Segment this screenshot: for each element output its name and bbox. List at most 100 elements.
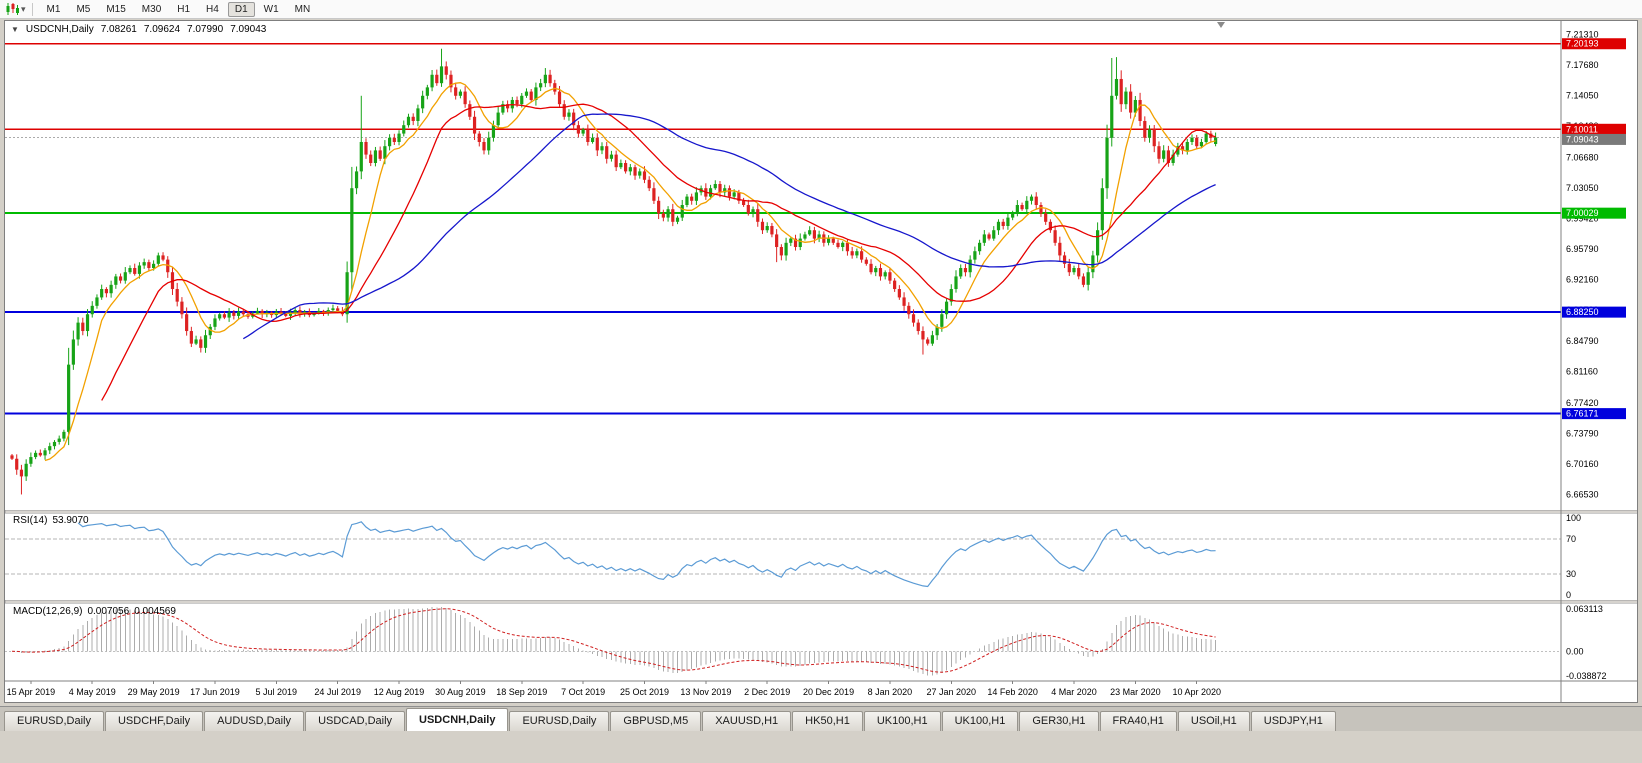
current-price-box bbox=[1562, 133, 1626, 145]
macd-value: 0.007056 bbox=[87, 606, 130, 617]
svg-text:6.77420: 6.77420 bbox=[1566, 398, 1599, 408]
svg-text:7.03050: 7.03050 bbox=[1566, 183, 1599, 193]
svg-text:29 May 2019: 29 May 2019 bbox=[128, 687, 180, 697]
chart-tab-audusd-daily[interactable]: AUDUSD,Daily bbox=[204, 711, 305, 731]
chart-tab-uk100-h1[interactable]: UK100,H1 bbox=[941, 711, 1019, 731]
macd-indicator-name: MACD(12,26,9) bbox=[13, 606, 83, 617]
quote-high: 7.09624 bbox=[143, 24, 181, 35]
svg-text:6.73790: 6.73790 bbox=[1566, 429, 1599, 439]
svg-text:7.21310: 7.21310 bbox=[1566, 29, 1599, 39]
chart-tab-fra40-h1[interactable]: FRA40,H1 bbox=[1099, 711, 1177, 731]
macd-signal-value: 0.004569 bbox=[134, 606, 176, 617]
svg-text:13 Nov 2019: 13 Nov 2019 bbox=[680, 687, 731, 697]
timeframe-button-m15[interactable]: M15 bbox=[106, 3, 126, 15]
quote-close: 7.09043 bbox=[230, 24, 267, 35]
svg-text:14 Feb 2020: 14 Feb 2020 bbox=[987, 687, 1038, 697]
chart-tab-uk100-h1[interactable]: UK100,H1 bbox=[863, 711, 941, 731]
svg-text:6.95790: 6.95790 bbox=[1566, 244, 1599, 254]
candlestick-chart-icon-glyph bbox=[6, 3, 19, 15]
quote-low: 7.07990 bbox=[187, 24, 224, 35]
ma-fast-line bbox=[44, 82, 1216, 462]
chart-tab-eurusd-daily[interactable]: EURUSD,Daily bbox=[4, 711, 104, 731]
price-box-7.10011 bbox=[1562, 123, 1626, 135]
svg-text:7.10011: 7.10011 bbox=[1566, 124, 1598, 134]
chart-window[interactable]: ▼ USDCNH,Daily 7.08261 7.09624 7.07990 7… bbox=[4, 20, 1638, 703]
timeframe-button-w1[interactable]: W1 bbox=[263, 3, 279, 15]
svg-text:24 Jul 2019: 24 Jul 2019 bbox=[314, 687, 361, 697]
chart-tab-usdjpy-h1[interactable]: USDJPY,H1 bbox=[1250, 711, 1336, 731]
svg-text:2 Dec 2019: 2 Dec 2019 bbox=[744, 687, 790, 697]
svg-text:5 Jul 2019: 5 Jul 2019 bbox=[256, 687, 298, 697]
price-chart-canvas[interactable]: 7.213107.176807.140507.104207.066807.030… bbox=[4, 21, 1638, 702]
rsi-pane bbox=[5, 521, 1561, 588]
svg-text:7 Oct 2019: 7 Oct 2019 bbox=[561, 687, 605, 697]
chart-tab-usdchf-daily[interactable]: USDCHF,Daily bbox=[104, 711, 204, 731]
chart-tab-usdcad-daily[interactable]: USDCAD,Daily bbox=[305, 711, 406, 731]
timeframe-button-m1[interactable]: M1 bbox=[46, 3, 61, 15]
svg-text:27 Jan 2020: 27 Jan 2020 bbox=[927, 687, 977, 697]
chart-tab-hk50-h1[interactable]: HK50,H1 bbox=[792, 711, 863, 731]
price-box-7.20193 bbox=[1562, 38, 1626, 50]
svg-text:7.06680: 7.06680 bbox=[1566, 152, 1599, 162]
chart-background[interactable] bbox=[5, 21, 1637, 702]
svg-text:7.00029: 7.00029 bbox=[1566, 208, 1599, 218]
timeframe-button-d1[interactable]: D1 bbox=[227, 1, 255, 17]
time-axis[interactable]: 15 Apr 2019 4 May 2019 29 May 2019 17 Jun 2… bbox=[7, 681, 1221, 697]
svg-text:10 Apr 2020: 10 Apr 2020 bbox=[1172, 687, 1221, 697]
chart-tab-ger30-h1[interactable]: GER30,H1 bbox=[1019, 711, 1099, 731]
svg-text:12 Aug 2019: 12 Aug 2019 bbox=[374, 687, 425, 697]
chart-tab-bar: EURUSD,Daily USDCHF,Daily AUDUSD,Daily USDC… bbox=[0, 706, 1642, 731]
svg-text:100: 100 bbox=[1566, 513, 1581, 523]
pane-splitter-1[interactable] bbox=[4, 509, 1638, 514]
svg-text:0.00: 0.00 bbox=[1566, 646, 1584, 656]
svg-text:6.70160: 6.70160 bbox=[1566, 459, 1599, 469]
svg-text:8 Jan 2020: 8 Jan 2020 bbox=[868, 687, 913, 697]
price-box-6.88250 bbox=[1562, 306, 1626, 318]
price-box-7.00029 bbox=[1562, 207, 1626, 219]
svg-text:18 Sep 2019: 18 Sep 2019 bbox=[496, 687, 547, 697]
timeframe-button-m30[interactable]: M30 bbox=[141, 3, 162, 15]
chart-shift-marker-icon[interactable] bbox=[1217, 22, 1225, 28]
svg-text:6.66530: 6.66530 bbox=[1566, 490, 1599, 500]
svg-text:23 Mar 2020: 23 Mar 2020 bbox=[1110, 687, 1161, 697]
rsi-indicator-name: RSI(14) bbox=[13, 515, 48, 526]
chart-collapse-icon[interactable]: ▼ bbox=[11, 25, 19, 34]
macd-histogram bbox=[16, 607, 1217, 676]
macd-signal-line bbox=[11, 608, 1216, 673]
symbol-title: USDCNH,Daily bbox=[25, 24, 94, 35]
macd-label: MACD(12,26,9) 0.007056 0.004569 bbox=[13, 606, 181, 617]
svg-text:30: 30 bbox=[1566, 569, 1576, 579]
pane-splitter-2[interactable] bbox=[4, 599, 1638, 604]
chart-tab-gbpusd-m5[interactable]: GBPUSD,M5 bbox=[610, 711, 702, 731]
svg-text:7.17680: 7.17680 bbox=[1566, 60, 1599, 70]
svg-text:-0.038872: -0.038872 bbox=[1566, 671, 1607, 681]
price-box-6.76171 bbox=[1562, 408, 1626, 420]
quote-line: ▼ USDCNH,Daily 7.08261 7.09624 7.07990 7… bbox=[11, 24, 266, 36]
svg-text:4 Mar 2020: 4 Mar 2020 bbox=[1051, 687, 1097, 697]
chart-tab-usoil-h1[interactable]: USOil,H1 bbox=[1177, 711, 1250, 731]
svg-text:6.92160: 6.92160 bbox=[1566, 274, 1599, 284]
svg-text:6.76171: 6.76171 bbox=[1566, 409, 1599, 419]
timeframe-button-mn[interactable]: MN bbox=[294, 3, 311, 15]
chart-tab-xauusd-h1[interactable]: XAUUSD,H1 bbox=[702, 711, 792, 731]
svg-text:7.14050: 7.14050 bbox=[1566, 90, 1599, 100]
svg-text:6.81160: 6.81160 bbox=[1566, 367, 1598, 377]
chevron-down-icon[interactable]: ▾ bbox=[21, 3, 26, 14]
price-axis[interactable]: 7.213107.176807.140507.104207.066807.030… bbox=[5, 21, 1637, 702]
rsi-label: RSI(14) 53.9070 bbox=[13, 515, 94, 526]
chart-tab-usdcnh-daily[interactable]: USDCNH,Daily bbox=[406, 708, 509, 731]
macd-pane bbox=[5, 607, 1561, 676]
timeframe-button-m5[interactable]: M5 bbox=[76, 3, 91, 15]
candlestick-chart-icon[interactable] bbox=[5, 2, 20, 16]
svg-text:0.063113: 0.063113 bbox=[1566, 604, 1603, 614]
toolbar-separator bbox=[31, 2, 33, 16]
chart-tab-eurusd-daily[interactable]: EURUSD,Daily bbox=[509, 711, 610, 731]
timeframe-button-h4[interactable]: H4 bbox=[206, 3, 219, 15]
timeframe-button-h1[interactable]: H1 bbox=[177, 3, 191, 15]
ma-slow-line bbox=[242, 113, 1216, 340]
svg-text:15 Apr 2019: 15 Apr 2019 bbox=[7, 687, 56, 697]
svg-text:4 May 2019: 4 May 2019 bbox=[69, 687, 116, 697]
svg-text:6.88250: 6.88250 bbox=[1566, 307, 1599, 317]
horizontal-level-lines[interactable] bbox=[5, 43, 1561, 415]
